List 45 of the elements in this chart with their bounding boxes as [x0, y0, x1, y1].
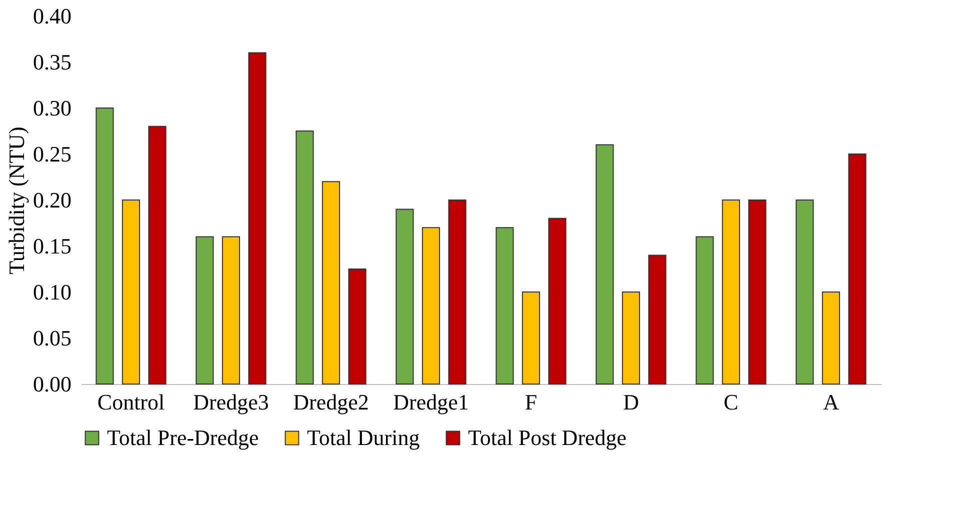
x-tick-label: Control [97, 390, 165, 414]
bar [196, 236, 214, 384]
y-tick-label: 0.05 [33, 326, 72, 350]
bar [722, 200, 740, 384]
bar [648, 254, 666, 384]
y-tick-label: 0.35 [33, 50, 72, 74]
x-tick-label: Dredge3 [193, 390, 269, 414]
y-tick-label: 0.40 [33, 4, 72, 28]
bar [322, 181, 340, 384]
bar [222, 236, 240, 384]
y-tick-label: 0.25 [33, 142, 72, 166]
x-tick-label: Dredge2 [293, 390, 369, 414]
bar [696, 236, 714, 384]
bar [622, 292, 640, 384]
bar [748, 200, 766, 384]
legend-label: Total Post Dredge [468, 425, 627, 450]
bar [848, 154, 866, 384]
x-tick-label: C [724, 390, 738, 414]
bar [96, 108, 114, 384]
x-tick-label: F [524, 390, 538, 414]
bar [296, 130, 314, 384]
legend-label: Total Pre-Dredge [107, 425, 259, 450]
bar [796, 200, 814, 384]
bar [822, 292, 840, 384]
bar [596, 144, 614, 384]
bar [496, 227, 514, 384]
y-tick-label: 0.30 [33, 96, 72, 120]
y-tick-label: 0.20 [33, 188, 72, 212]
bar [248, 52, 266, 384]
x-tick-label: A [823, 390, 840, 414]
x-tick-label: D [623, 390, 639, 414]
bar [122, 200, 140, 384]
y-axis-title: Turbidity (NTU) [4, 126, 29, 274]
y-tick-label: 0.15 [33, 234, 72, 258]
bar [422, 227, 440, 384]
bar [148, 126, 166, 384]
bar [522, 292, 540, 384]
y-tick-label: 0.10 [33, 280, 72, 304]
bar [396, 208, 414, 384]
bar [548, 218, 566, 384]
x-tick-label: Dredge1 [393, 390, 469, 414]
legend-label: Total During [307, 425, 420, 450]
y-tick-label: 0.00 [33, 372, 72, 396]
bar [448, 200, 466, 384]
bar [348, 268, 366, 384]
